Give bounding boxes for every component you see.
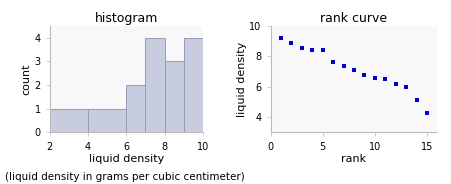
Y-axis label: count: count — [22, 63, 32, 95]
Y-axis label: liquid density: liquid density — [236, 42, 247, 117]
Bar — [145, 38, 165, 132]
X-axis label: rank: rank — [341, 154, 367, 164]
Bar — [184, 38, 203, 132]
Bar — [88, 109, 126, 132]
Title: histogram: histogram — [95, 12, 158, 25]
Title: rank curve: rank curve — [321, 12, 387, 25]
X-axis label: liquid density: liquid density — [89, 154, 164, 164]
Bar — [126, 85, 146, 132]
Bar — [165, 61, 184, 132]
Text: (liquid density in grams per cubic centimeter): (liquid density in grams per cubic centi… — [5, 172, 244, 182]
Bar — [50, 109, 88, 132]
